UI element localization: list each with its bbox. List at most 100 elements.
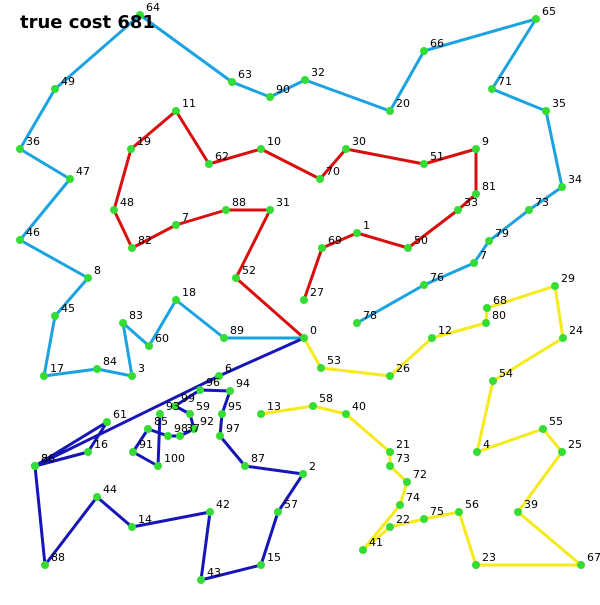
node-32-marker — [301, 76, 309, 84]
node-13-marker — [257, 410, 265, 418]
node-35-label: 35 — [552, 97, 566, 110]
node-12-marker — [428, 334, 436, 342]
node-30-label: 30 — [352, 135, 366, 148]
node-22-marker — [386, 523, 394, 531]
node-20-label: 20 — [396, 97, 410, 110]
node-96-label: 96 — [206, 376, 220, 389]
node-7r-marker — [172, 221, 180, 229]
node-30-marker — [342, 145, 350, 153]
node-73-marker — [525, 206, 533, 214]
node-6-label: 6 — [225, 362, 232, 375]
node-86b-label: 86 — [41, 452, 55, 465]
node-69-label: 69 — [328, 234, 342, 247]
node-62-marker — [205, 160, 213, 168]
node-14-marker — [128, 523, 136, 531]
node-1-marker — [353, 229, 361, 237]
node-49-marker — [51, 85, 59, 93]
node-61-marker — [103, 418, 111, 426]
node-95-marker — [218, 410, 226, 418]
node-73-label: 73 — [535, 196, 549, 209]
node-0-label: 0 — [310, 324, 317, 337]
node-16-label: 16 — [94, 438, 108, 451]
node-60-marker — [145, 342, 153, 350]
node-100-marker — [154, 462, 162, 470]
node-88b-marker — [41, 561, 49, 569]
dark-blue-route — [33, 336, 305, 582]
node-13-label: 13 — [267, 400, 281, 413]
node-34-label: 34 — [568, 173, 582, 186]
node-12-label: 12 — [438, 324, 452, 337]
node-52-label: 52 — [242, 264, 256, 277]
node-80-label: 80 — [492, 309, 506, 322]
node-83-label: 83 — [129, 309, 143, 322]
node-15-marker — [257, 561, 265, 569]
node-35-marker — [542, 107, 550, 115]
node-37-label: 37 — [186, 422, 200, 435]
node-7-marker — [470, 259, 478, 267]
node-63-label: 63 — [238, 68, 252, 81]
node-9-marker — [472, 145, 480, 153]
node-88b-label: 88 — [51, 551, 65, 564]
node-67-label: 67 — [587, 551, 600, 564]
node-17-marker — [40, 372, 48, 380]
node-87-label: 87 — [251, 452, 265, 465]
node-72-marker — [403, 478, 411, 486]
node-90-label: 90 — [276, 83, 290, 96]
node-96-marker — [196, 386, 204, 394]
node-85-marker — [144, 425, 152, 433]
node-19-marker — [127, 145, 135, 153]
node-71-label: 71 — [498, 75, 512, 88]
node-89-label: 89 — [230, 324, 244, 337]
node-33-marker — [454, 206, 462, 214]
node-43-label: 43 — [207, 566, 221, 579]
light-blue-route — [18, 13, 564, 378]
node-4-marker — [473, 448, 481, 456]
node-27-label: 27 — [310, 286, 324, 299]
node-73y-label: 73 — [396, 452, 410, 465]
node-68-marker — [483, 304, 491, 312]
node-93-marker — [156, 410, 164, 418]
node-0-marker — [300, 334, 308, 342]
node-75-marker — [420, 515, 428, 523]
node-40-marker — [342, 410, 350, 418]
node-18-label: 18 — [182, 286, 196, 299]
node-36-marker — [16, 145, 24, 153]
node-32-label: 32 — [311, 66, 325, 79]
node-24-label: 24 — [569, 324, 583, 337]
node-21-label: 21 — [396, 438, 410, 451]
node-10-label: 10 — [267, 135, 281, 148]
node-94-marker — [226, 387, 234, 395]
node-84-label: 84 — [103, 355, 117, 368]
node-16-marker — [84, 448, 92, 456]
node-25-marker — [558, 448, 566, 456]
node-3-label: 3 — [138, 362, 145, 375]
node-94-label: 94 — [236, 377, 250, 390]
node-2-marker — [299, 470, 307, 478]
node-59-label: 59 — [196, 400, 210, 413]
node-98-marker — [164, 432, 172, 440]
node-73y-marker — [386, 462, 394, 470]
node-71-marker — [488, 85, 496, 93]
red-route — [112, 109, 478, 340]
node-1-label: 1 — [363, 219, 370, 232]
node-84-marker — [93, 365, 101, 373]
node-39-marker — [514, 508, 522, 516]
node-20-marker — [386, 107, 394, 115]
node-86b-marker — [31, 462, 39, 470]
node-51-marker — [420, 160, 428, 168]
node-8-label: 8 — [94, 264, 101, 277]
node-68-label: 68 — [493, 294, 507, 307]
node-58-label: 58 — [319, 392, 333, 405]
node-99-label: 99 — [181, 392, 195, 405]
node-72-label: 72 — [413, 468, 427, 481]
node-31-marker — [266, 206, 274, 214]
node-91-label: 91 — [139, 438, 153, 451]
node-27-marker — [300, 296, 308, 304]
node-92-label: 92 — [200, 415, 214, 428]
node-70-label: 70 — [326, 165, 340, 178]
node-61-label: 61 — [113, 408, 127, 421]
node-43-marker — [197, 576, 205, 584]
node-18-marker — [172, 296, 180, 304]
node-95-label: 95 — [228, 400, 242, 413]
node-69-marker — [318, 244, 326, 252]
